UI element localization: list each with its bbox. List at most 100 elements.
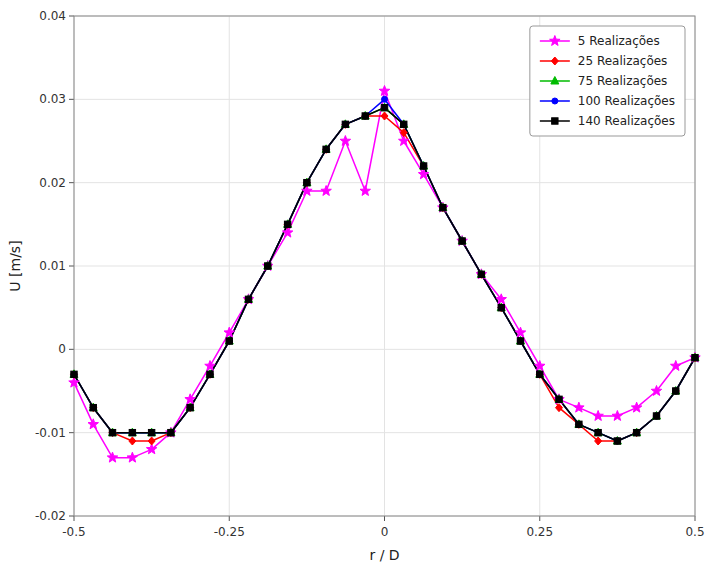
series-marker: [633, 428, 641, 436]
series-marker: [361, 112, 369, 120]
tick-y: [69, 16, 74, 17]
series-marker: [420, 163, 426, 169]
tick-y: [69, 99, 74, 100]
series-marker: [400, 120, 408, 128]
series-marker: [671, 361, 681, 371]
tick-label-y: 0.04: [39, 9, 66, 23]
series-marker: [673, 388, 679, 394]
series-marker: [207, 371, 213, 377]
chart: -0.5-0.2500.250.5-0.02-0.0100.010.020.03…: [0, 0, 713, 574]
series-marker: [401, 121, 407, 127]
series-marker: [381, 112, 388, 120]
series-marker: [304, 180, 310, 186]
series-marker: [342, 121, 348, 127]
grid-line-y: [74, 266, 695, 267]
series-marker: [613, 437, 621, 445]
series-marker: [653, 413, 659, 419]
tick-x: [384, 516, 385, 521]
series-marker: [517, 338, 523, 344]
series-marker: [322, 145, 330, 153]
series-marker: [360, 186, 370, 196]
markers: [69, 86, 700, 463]
series-marker: [381, 104, 387, 110]
series-marker: [285, 221, 291, 227]
series-marker: [420, 162, 428, 170]
series-marker: [672, 387, 680, 395]
series-marker: [420, 162, 427, 170]
legend: 5 Realizações25 Realizações75 Realizaçõe…: [530, 26, 685, 136]
series-marker: [187, 405, 193, 411]
legend-swatch-marker: [550, 36, 560, 46]
series-marker: [323, 146, 329, 152]
series-marker: [594, 428, 602, 436]
series-marker: [71, 371, 77, 377]
series-marker: [109, 428, 117, 436]
series-marker: [304, 179, 310, 185]
series-marker: [129, 429, 135, 435]
legend-swatch-marker: [552, 118, 558, 124]
series-marker: [631, 402, 641, 412]
series-marker: [401, 121, 407, 127]
series-marker: [265, 263, 271, 269]
series-line: [74, 116, 695, 441]
series-marker: [88, 419, 98, 429]
series-marker: [537, 371, 543, 377]
series-marker: [341, 120, 349, 128]
series-marker: [168, 430, 174, 436]
series-marker: [226, 338, 232, 344]
tick-y: [69, 349, 74, 350]
series-marker: [458, 237, 466, 245]
legend-swatch-marker: [552, 98, 558, 104]
series-marker: [575, 420, 582, 428]
tick-label-y: 0.03: [39, 92, 66, 106]
series-marker: [129, 430, 135, 436]
series-marker: [498, 304, 504, 310]
series-marker: [440, 205, 446, 211]
series-marker: [574, 402, 584, 412]
series-marker: [595, 429, 601, 435]
series-marker: [149, 430, 155, 436]
series-marker: [129, 437, 136, 445]
tick-label-y: -0.02: [35, 509, 66, 523]
tick-label-y: 0.01: [39, 259, 66, 273]
series-marker: [71, 370, 78, 378]
series-marker: [400, 129, 407, 137]
series-marker: [284, 221, 290, 227]
series-marker: [652, 412, 660, 420]
series-marker: [439, 204, 446, 212]
y-axis-label: U [m/s]: [7, 240, 23, 291]
series-marker: [284, 220, 292, 228]
series-marker: [576, 421, 582, 427]
series-marker: [264, 262, 272, 270]
series-marker: [245, 295, 252, 303]
series-marker: [517, 337, 524, 345]
series-marker: [128, 428, 136, 436]
grid-line-y: [74, 182, 695, 183]
series-marker: [421, 163, 427, 169]
series-marker: [692, 354, 699, 362]
tick-label-x: -0.25: [214, 525, 245, 539]
series-marker: [107, 452, 117, 462]
tick-x: [695, 516, 696, 521]
series-marker: [109, 429, 116, 437]
series-marker: [226, 338, 232, 344]
series-marker: [614, 438, 620, 444]
series-line: [74, 99, 695, 441]
series-marker: [459, 238, 465, 244]
series-marker: [303, 179, 310, 187]
series-marker: [555, 395, 563, 403]
series-marker: [167, 429, 174, 437]
tick-label-x: 0: [381, 525, 389, 539]
legend-label: 100 Realizações: [578, 94, 675, 108]
series-marker: [342, 120, 349, 128]
series-marker: [303, 178, 311, 186]
series-marker: [362, 112, 369, 120]
series-marker: [556, 396, 562, 402]
series-marker: [265, 263, 271, 269]
axes: -0.5-0.2500.250.5-0.02-0.0100.010.020.03…: [7, 9, 705, 563]
series-marker: [246, 296, 252, 302]
series-marker: [207, 371, 213, 377]
series-marker: [90, 405, 96, 411]
series-marker: [438, 202, 448, 212]
series-marker: [497, 303, 505, 311]
